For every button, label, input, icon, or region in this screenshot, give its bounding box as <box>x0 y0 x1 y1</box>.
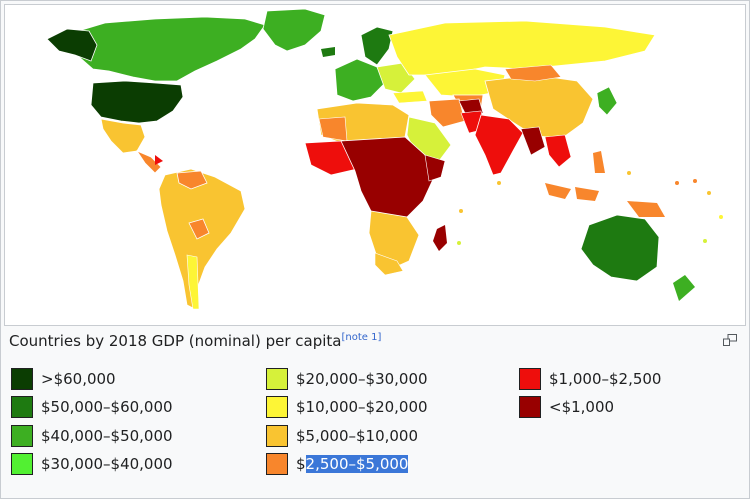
region-southern-africa <box>368 210 420 270</box>
region-eastern-europe <box>376 62 416 94</box>
region-madagascar <box>433 225 447 251</box>
legend-label: <$1,000 <box>549 398 615 416</box>
caption-text: Countries by 2018 GDP (nominal) per capi… <box>9 332 342 350</box>
legend-label: $1,000–$2,500 <box>549 370 662 388</box>
legend-swatch <box>11 396 33 418</box>
legend-item-gt60000: >$60,000 <box>11 367 116 391</box>
legend-label: >$60,000 <box>41 370 116 388</box>
map-caption: Countries by 2018 GDP (nominal) per capi… <box>9 332 381 350</box>
region-northwest-africa <box>318 116 348 142</box>
selected-text[interactable]: 2,500–$5,000 <box>305 455 409 473</box>
region-chile-south <box>186 254 200 310</box>
region-iran <box>428 98 466 128</box>
legend-swatch <box>266 396 288 418</box>
region-alaska <box>46 28 98 62</box>
legend-label-prefix: $ <box>296 455 306 473</box>
legend-swatch <box>519 368 541 390</box>
legend-label: $5,000–$10,000 <box>296 427 419 445</box>
legend-item-2500-5000: $2,500–$5,000 <box>266 452 409 476</box>
region-new-zealand <box>673 275 695 301</box>
legend-item-10000-20000: $10,000–$20,000 <box>266 395 428 419</box>
region-iceland <box>321 47 335 57</box>
region-bolivia <box>188 218 210 240</box>
legend-item-5000-10000: $5,000–$10,000 <box>266 424 418 448</box>
note-link[interactable]: [note 1] <box>341 332 382 343</box>
region-western-europe <box>334 58 386 102</box>
region-usa <box>90 80 184 124</box>
legend-label: $10,000–$20,000 <box>296 398 428 416</box>
legend-swatch <box>266 453 288 475</box>
region-canada <box>64 16 266 82</box>
region-bangladesh-myanmar <box>520 126 546 156</box>
region-south-america <box>158 168 246 310</box>
legend-item-20000-30000: $20,000–$30,000 <box>266 367 428 391</box>
legend-label: $50,000–$60,000 <box>41 398 173 416</box>
region-horn-africa <box>424 154 446 182</box>
legend-swatch <box>266 425 288 447</box>
legend-item-50000-60000: $50,000–$60,000 <box>11 395 173 419</box>
region-indonesia-1 <box>545 183 571 199</box>
legend-item-40000-50000: $40,000–$50,000 <box>11 424 173 448</box>
world-map-graphic <box>46 8 723 310</box>
legend-label: $20,000–$30,000 <box>296 370 428 388</box>
legend-swatch <box>11 453 33 475</box>
region-scandinavia <box>360 26 394 66</box>
magnify-icon[interactable] <box>723 334 737 346</box>
region-indonesia-2 <box>575 187 599 201</box>
region-india <box>474 114 524 176</box>
region-new-guinea <box>627 201 665 217</box>
legend-label: $40,000–$50,000 <box>41 427 173 445</box>
region-central-america <box>135 150 162 174</box>
region-australia <box>580 214 660 282</box>
legend-item-lt1000: <$1,000 <box>519 395 614 419</box>
legend-item-30000-40000: $30,000–$40,000 <box>11 452 173 476</box>
legend-label[interactable]: $2,500–$5,000 <box>296 455 409 473</box>
region-mongolia <box>504 64 562 82</box>
region-russia <box>388 20 656 76</box>
world-map[interactable] <box>4 4 746 326</box>
legend-swatch <box>519 396 541 418</box>
legend-label: $30,000–$40,000 <box>41 455 173 473</box>
legend-swatch <box>266 368 288 390</box>
region-south-africa <box>374 252 404 276</box>
legend-swatch <box>11 425 33 447</box>
region-indochina <box>544 134 572 168</box>
caption-note[interactable]: [note 1] <box>341 332 381 343</box>
region-philippines <box>593 151 605 173</box>
region-caribbean <box>155 155 163 165</box>
region-korea-japan <box>596 86 618 116</box>
legend-swatch <box>11 368 33 390</box>
region-greenland <box>262 8 326 52</box>
region-turkey <box>392 90 428 104</box>
region-venezuela <box>176 170 208 190</box>
legend-item-1000-2500: $1,000–$2,500 <box>519 367 661 391</box>
region-mexico <box>100 118 146 154</box>
